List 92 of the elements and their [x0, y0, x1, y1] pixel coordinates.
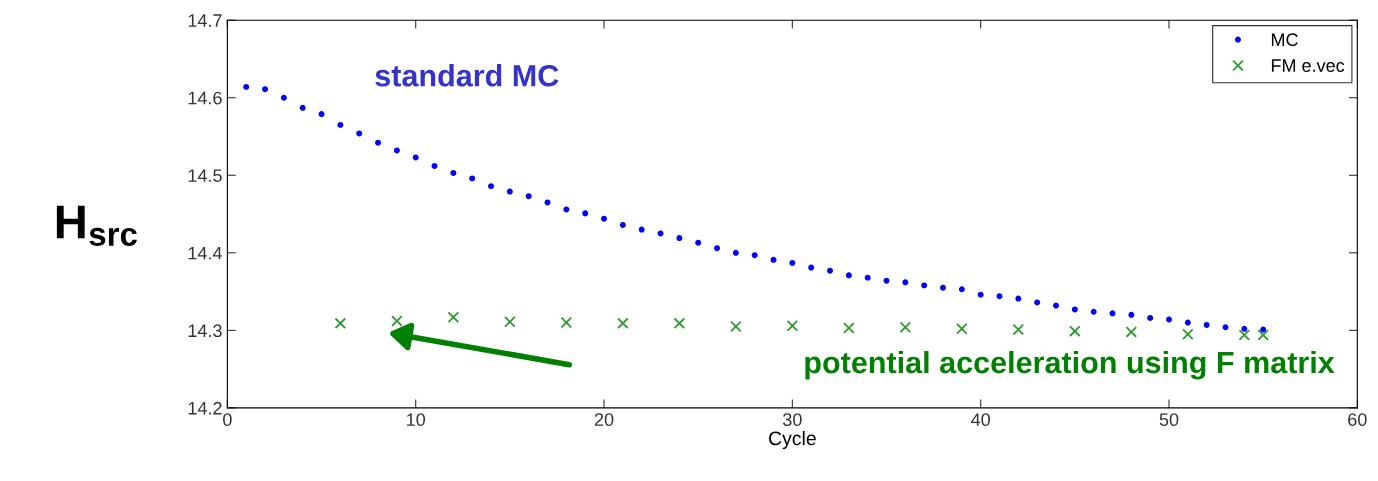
point [977, 291, 984, 298]
point [525, 193, 532, 200]
y-tick-label: 14.7 [188, 14, 222, 27]
annotation: standard MC [375, 64, 559, 87]
point [412, 154, 419, 161]
point [299, 104, 306, 111]
x-tick-label: 30 [783, 413, 802, 427]
point [1184, 319, 1191, 326]
point [337, 121, 344, 128]
x-tick-label: 40 [971, 413, 991, 427]
point [638, 226, 645, 233]
point [996, 293, 1003, 300]
point [1109, 310, 1116, 317]
point [619, 221, 626, 228]
point [1125, 326, 1138, 338]
point [940, 284, 946, 291]
x-tick-label: 60 [1348, 413, 1367, 427]
point [808, 264, 815, 271]
point [1034, 299, 1041, 306]
point [673, 317, 686, 330]
y-axis-title: H$_{src}$ [56, 205, 137, 246]
point [770, 256, 777, 263]
point [1128, 311, 1135, 318]
point [956, 323, 968, 335]
point [450, 169, 457, 176]
point [732, 249, 739, 256]
point [1015, 295, 1022, 302]
point [431, 162, 438, 169]
point [843, 322, 855, 334]
point [714, 245, 721, 252]
point [243, 83, 250, 90]
x-tick-label: 50 [1159, 413, 1179, 427]
point [280, 94, 287, 101]
y-tick-label: 14.4 [188, 246, 222, 260]
y-tick-label: 14.6 [188, 91, 222, 105]
point [899, 321, 912, 334]
point [1012, 323, 1025, 336]
point [1069, 325, 1081, 337]
point [391, 315, 403, 327]
point [617, 317, 629, 330]
point [1260, 326, 1267, 333]
point [786, 319, 799, 332]
point [1182, 328, 1194, 340]
point [1238, 329, 1251, 341]
annotation: potential acceleration using F matrix [805, 350, 1335, 380]
point [488, 183, 495, 190]
point [447, 311, 460, 323]
legend-label: FM e.vec [1271, 59, 1345, 72]
point [1203, 321, 1210, 328]
point [560, 316, 573, 329]
point [657, 230, 664, 237]
point [544, 199, 551, 206]
point [334, 317, 347, 330]
y-tick-label: 14.3 [188, 324, 222, 338]
point [582, 210, 589, 217]
point [789, 259, 796, 266]
point [695, 239, 702, 246]
point [563, 206, 570, 213]
point [921, 282, 928, 289]
point [375, 139, 382, 146]
x-tick-label: 0 [223, 413, 232, 427]
point [845, 272, 852, 279]
y-tick-label: 14.2 [188, 401, 222, 415]
point [730, 320, 742, 333]
point [1053, 302, 1059, 309]
point [1257, 329, 1269, 341]
point [676, 235, 683, 242]
point [506, 188, 513, 195]
point [601, 215, 608, 222]
x-tick-label: 20 [594, 413, 614, 427]
x-tick-label: 10 [407, 413, 426, 427]
point [827, 267, 834, 274]
point [883, 277, 890, 284]
point [262, 86, 269, 93]
point [1241, 325, 1248, 332]
point [1071, 306, 1078, 313]
point [1166, 316, 1172, 323]
point [504, 316, 516, 328]
point [356, 130, 363, 137]
point [1147, 314, 1154, 321]
point [864, 274, 871, 281]
point [393, 147, 400, 154]
point [318, 111, 325, 118]
point [902, 279, 909, 286]
y-tick-label: 14.5 [188, 169, 222, 182]
point [958, 286, 965, 293]
point [1222, 324, 1229, 331]
x-axis-title: Cycle [769, 430, 816, 450]
point [1090, 308, 1097, 315]
legend-label: MC [1271, 33, 1298, 47]
point [469, 175, 476, 182]
point [751, 252, 758, 259]
